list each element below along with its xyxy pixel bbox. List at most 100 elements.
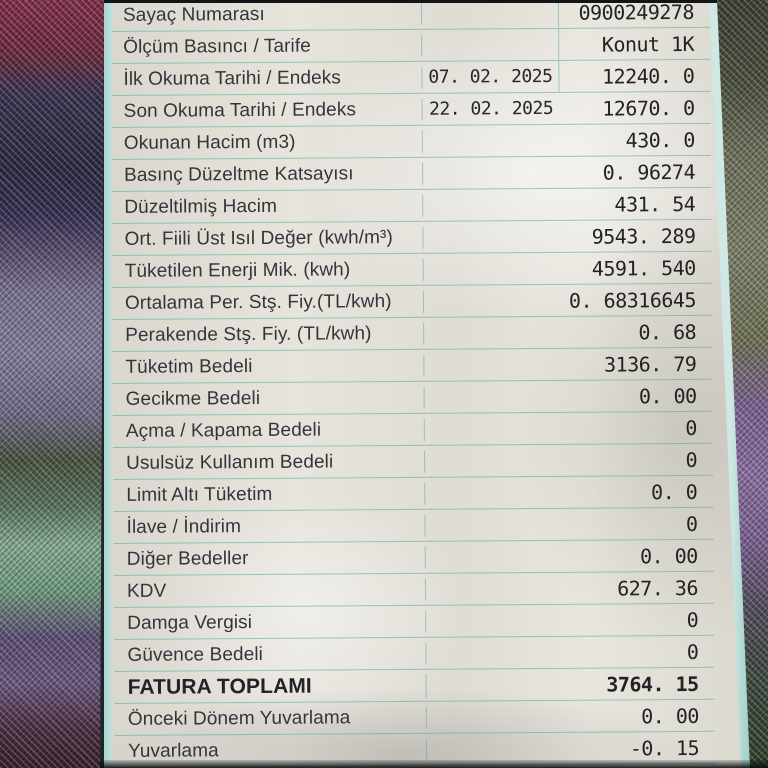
table-row: İlk Okuma Tarihi / Endeks 07. 02. 2025 1… (111, 59, 711, 97)
row-label: Perakende Stş. Fiy. (TL/kwh) (112, 322, 425, 347)
table-row: Perakende Stş. Fiy. (TL/kwh) 0. 68 (112, 315, 713, 352)
row-label: Usulsüz Kullanım Bedeli (113, 450, 426, 475)
row-label: Ort. Fiili Üst Isıl Değer (kwh/m³) (111, 226, 424, 251)
row-label: Güvence Bedeli (114, 642, 427, 667)
table-row: Tüketilen Enerji Mik. (kwh) 4591. 540 (111, 251, 712, 289)
row-label: Açma / Kapama Bedeli (112, 418, 425, 443)
row-value: 0. 00 (641, 703, 699, 728)
row-date-value (426, 588, 563, 589)
row-date-value (424, 236, 561, 237)
table-row: Basınç Düzeltme Katsayısı 0. 96274 (111, 155, 712, 193)
table-row: Tüketim Bedeli 3136. 79 (112, 347, 713, 384)
row-label: Ölçüm Basıncı / Tarife (111, 34, 423, 59)
row-value: 627. 36 (617, 575, 699, 600)
row-date-value (426, 524, 563, 525)
row-label: İlave / İndirim (113, 514, 426, 539)
row-date-value (421, 0, 560, 29)
row-label: Limit Altı Tüketim (113, 482, 426, 507)
row-date-value (426, 652, 563, 653)
row-label: KDV (113, 578, 427, 603)
table-row: Sayaç Numarası 0900249278 (111, 0, 711, 33)
table-row: Ölçüm Basıncı / Tarife Konut 1K (111, 27, 711, 65)
row-date-value (423, 204, 560, 205)
row-value: 0. 68 (638, 319, 697, 344)
row-label: Yuvarlama (115, 738, 428, 763)
table-row: Ortalama Per. Stş. Fiy.(TL/kwh) 0. 68316… (111, 283, 713, 320)
table-row: Diğer Bedeller 0. 00 (113, 539, 714, 576)
row-value: 0 (686, 607, 699, 632)
bill-table: Sayaç Numarası 0900249278 Ölçüm Basıncı … (111, 0, 716, 768)
table-row: Limit Altı Tüketim 0. 0 (113, 475, 714, 512)
row-label: Okunan Hacim (m3) (111, 130, 423, 155)
row-value: 0. 0 (651, 479, 698, 504)
fabric-background-left (0, 0, 112, 768)
row-label: Ortalama Per. Stş. Fiy.(TL/kwh) (111, 290, 425, 315)
row-value: 431. 54 (614, 191, 696, 216)
table-row: Damga Vergisi 0 (114, 603, 715, 640)
row-value: Konut 1K (601, 31, 695, 57)
row-date-value: 22. 02. 2025 (429, 97, 554, 120)
table-row: Okunan Hacim (m3) 430. 0 (111, 123, 711, 161)
row-date-value (427, 684, 564, 685)
row-label: Diğer Bedeller (113, 546, 426, 571)
row-value: 3764. 15 (606, 671, 699, 697)
row-value: 0 (685, 415, 697, 440)
row-value: 430. 0 (625, 127, 695, 152)
row-date-value (425, 428, 562, 429)
row-label: Düzeltilmiş Hacim (111, 194, 424, 219)
row-label: Gecikme Bedeli (112, 386, 425, 411)
row-value: 12240. 0 (601, 63, 695, 89)
row-date-value (424, 332, 561, 333)
table-row: Gecikme Bedeli 0. 00 (112, 379, 713, 416)
row-value: 3136. 79 (603, 351, 697, 377)
table-row: Açma / Kapama Bedeli 0 (112, 411, 713, 448)
row-date-value (425, 492, 562, 493)
row-label: Damga Vergisi (114, 610, 427, 635)
row-date-value (426, 620, 563, 621)
row-date-value (424, 364, 561, 365)
row-label: İlk Okuma Tarihi / Endeks (111, 66, 423, 91)
row-label: FATURA TOPLAMI (114, 673, 427, 700)
row-label: Son Okuma Tarihi / Endeks (111, 98, 423, 123)
row-value: 0. 00 (639, 543, 698, 568)
row-date-value (425, 396, 562, 397)
table-row: Usulsüz Kullanım Bedeli 0 (112, 443, 714, 480)
row-date-value (422, 28, 560, 61)
table-row: Güvence Bedeli 0 (114, 635, 715, 672)
row-date-value (426, 556, 563, 557)
table-row: Önceki Dönem Yuvarlama 0. 00 (114, 699, 715, 736)
row-value: 0 (685, 447, 698, 472)
fabric-weave-texture (0, 0, 112, 768)
row-value: 0 (685, 511, 698, 536)
row-value: 12670. 0 (602, 95, 695, 121)
row-date-value: 07. 02. 2025 (422, 60, 560, 93)
row-label: Tüketim Bedeli (112, 354, 425, 379)
row-value: 0. 00 (638, 383, 697, 408)
row-value: 9543. 289 (591, 223, 696, 249)
row-value: 4591. 540 (591, 255, 696, 281)
receipt-top-border (102, 0, 720, 3)
row-value: 0. 96274 (602, 159, 696, 185)
row-label: Basınç Düzeltme Katsayısı (111, 162, 424, 187)
row-date-value (427, 716, 564, 717)
table-row: İlave / İndirim 0 (113, 507, 714, 544)
table-row: FATURA TOPLAMI 3764. 15 (114, 667, 715, 704)
row-date-value (423, 172, 560, 173)
photo-bottom-shadow (100, 760, 768, 768)
row-date-value (424, 300, 561, 301)
row-label: Tüketilen Enerji Mik. (kwh) (111, 258, 424, 283)
table-row: Ort. Fiili Üst Isıl Değer (kwh/m³) 9543.… (111, 219, 712, 257)
table-row: KDV 627. 36 (113, 571, 715, 608)
row-date-value (424, 268, 561, 269)
row-value: 0 (686, 639, 699, 664)
row-label: Önceki Dönem Yuvarlama (114, 706, 427, 731)
table-row: Son Okuma Tarihi / Endeks 22. 02. 2025 1… (111, 91, 711, 129)
row-value: -0. 15 (629, 735, 700, 760)
row-value: 0900249278 (578, 0, 695, 25)
row-value: 0. 68316645 (568, 287, 697, 313)
receipt-paper-edge: Sayaç Numarası 0900249278 Ölçüm Basıncı … (100, 0, 750, 768)
row-date-value (425, 460, 562, 461)
row-date-value (423, 140, 560, 141)
row-label: Sayaç Numarası (111, 2, 423, 27)
table-row: Düzeltilmiş Hacim 431. 54 (111, 187, 712, 225)
